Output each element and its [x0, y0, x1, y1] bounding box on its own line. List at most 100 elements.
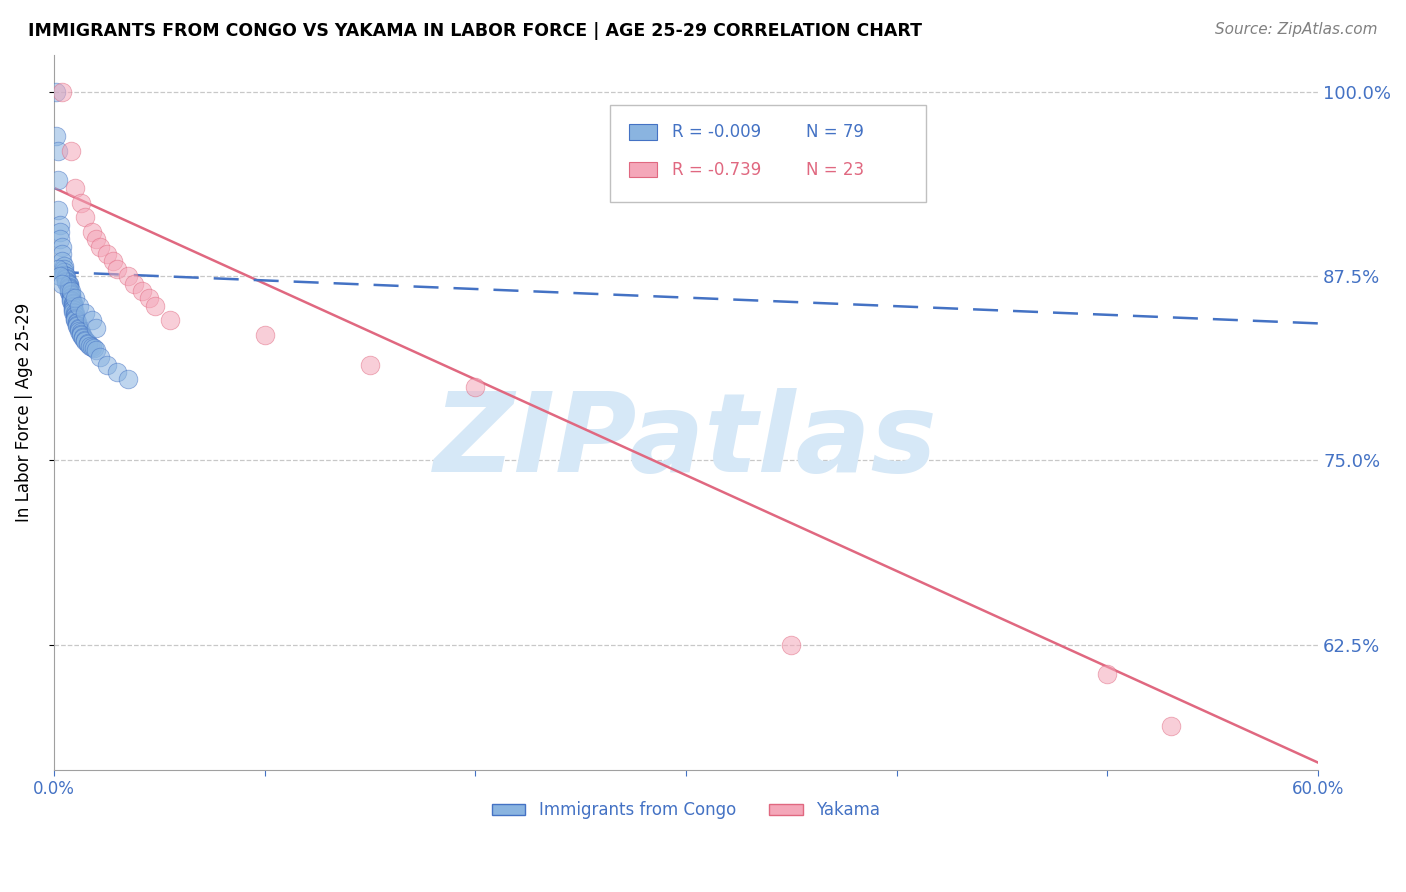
- Point: [75, 333, 97, 347]
- Point: [1160, 719, 1182, 733]
- Point: [45, 85, 67, 99]
- Point: [67, 322, 90, 336]
- Point: [59, 290, 82, 304]
- Point: [55, 270, 77, 285]
- Point: [80, 340, 103, 354]
- Point: [53, 261, 76, 276]
- Point: [59, 284, 82, 298]
- Point: [253, 328, 276, 343]
- Point: [70, 325, 93, 339]
- Point: [89, 351, 111, 365]
- Point: [359, 358, 381, 372]
- Point: [55, 269, 77, 284]
- Point: [59, 144, 82, 158]
- Point: [62, 299, 84, 313]
- Point: [105, 261, 128, 276]
- Point: [58, 285, 80, 300]
- Point: [62, 300, 84, 314]
- Text: Source: ZipAtlas.com: Source: ZipAtlas.com: [1215, 22, 1378, 37]
- Point: [55, 274, 77, 288]
- Point: [80, 225, 103, 239]
- Point: [58, 284, 80, 298]
- Point: [62, 301, 84, 316]
- Point: [117, 269, 139, 284]
- Point: [63, 313, 86, 327]
- Point: [58, 277, 80, 291]
- Point: [46, 173, 69, 187]
- Point: [51, 277, 73, 291]
- Point: [53, 268, 76, 282]
- Point: [63, 312, 86, 326]
- Point: [122, 277, 145, 291]
- Point: [66, 315, 89, 329]
- Point: [58, 283, 80, 297]
- Point: [80, 313, 103, 327]
- Point: [59, 291, 82, 305]
- Point: [83, 342, 105, 356]
- Point: [46, 202, 69, 217]
- Point: [63, 181, 86, 195]
- Point: [66, 317, 89, 331]
- Y-axis label: In Labor Force | Age 25-29: In Labor Force | Age 25-29: [15, 303, 32, 522]
- Point: [59, 288, 82, 302]
- FancyBboxPatch shape: [610, 105, 927, 202]
- Point: [84, 321, 107, 335]
- Bar: [628, 125, 657, 140]
- Point: [75, 211, 97, 225]
- Bar: [628, 161, 657, 178]
- Point: [59, 287, 82, 301]
- Point: [63, 308, 86, 322]
- Text: R = -0.009: R = -0.009: [672, 123, 761, 141]
- Point: [70, 328, 93, 343]
- Point: [62, 295, 84, 310]
- Point: [75, 334, 97, 348]
- Point: [70, 326, 93, 341]
- Point: [84, 343, 107, 357]
- Point: [105, 365, 128, 379]
- Point: [55, 275, 77, 289]
- Point: [72, 329, 94, 343]
- Text: R = -0.739: R = -0.739: [672, 161, 761, 178]
- Point: [51, 85, 73, 99]
- Point: [79, 338, 101, 352]
- Point: [63, 309, 86, 323]
- Point: [67, 321, 90, 335]
- Point: [76, 337, 98, 351]
- Point: [67, 324, 90, 338]
- Point: [46, 144, 69, 158]
- Point: [66, 319, 89, 334]
- Point: [55, 272, 77, 286]
- Legend: Immigrants from Congo, Yakama: Immigrants from Congo, Yakama: [485, 795, 887, 826]
- Point: [131, 284, 153, 298]
- Text: IMMIGRANTS FROM CONGO VS YAKAMA IN LABOR FORCE | AGE 25-29 CORRELATION CHART: IMMIGRANTS FROM CONGO VS YAKAMA IN LABOR…: [28, 22, 922, 40]
- Point: [67, 299, 90, 313]
- Point: [51, 254, 73, 268]
- Point: [58, 278, 80, 293]
- Point: [62, 297, 84, 311]
- Point: [53, 265, 76, 279]
- Point: [59, 293, 82, 307]
- Point: [63, 306, 86, 320]
- Point: [117, 372, 139, 386]
- Point: [62, 303, 84, 318]
- Point: [72, 331, 94, 345]
- Point: [84, 232, 107, 246]
- Point: [51, 247, 73, 261]
- Point: [101, 254, 124, 268]
- Point: [63, 291, 86, 305]
- Point: [46, 261, 69, 276]
- Point: [59, 294, 82, 309]
- Point: [464, 380, 486, 394]
- Point: [63, 310, 86, 325]
- Point: [96, 247, 118, 261]
- Text: ZIPatlas: ZIPatlas: [434, 388, 938, 495]
- Point: [143, 299, 166, 313]
- Point: [89, 240, 111, 254]
- Point: [58, 281, 80, 295]
- Point: [49, 225, 72, 239]
- Point: [159, 313, 181, 327]
- Point: [49, 269, 72, 284]
- Point: [76, 335, 98, 350]
- Point: [53, 259, 76, 273]
- Point: [49, 218, 72, 232]
